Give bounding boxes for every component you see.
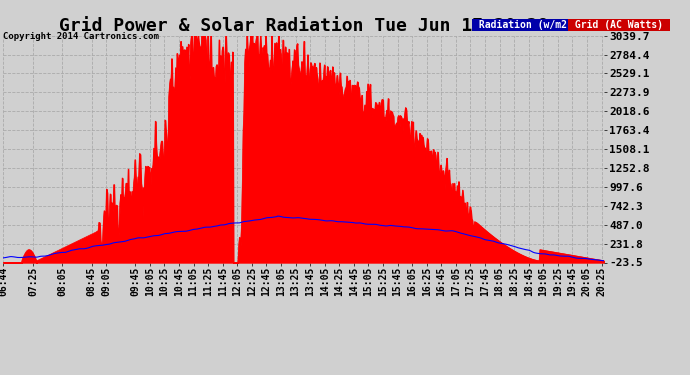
Title: Grid Power & Solar Radiation Tue Jun 17 20:28: Grid Power & Solar Radiation Tue Jun 17 … [59, 18, 549, 36]
Text: Copyright 2014 Cartronics.com: Copyright 2014 Cartronics.com [3, 32, 159, 41]
Text: Radiation (w/m2): Radiation (w/m2) [473, 20, 578, 30]
Text: Grid (AC Watts): Grid (AC Watts) [569, 20, 669, 30]
